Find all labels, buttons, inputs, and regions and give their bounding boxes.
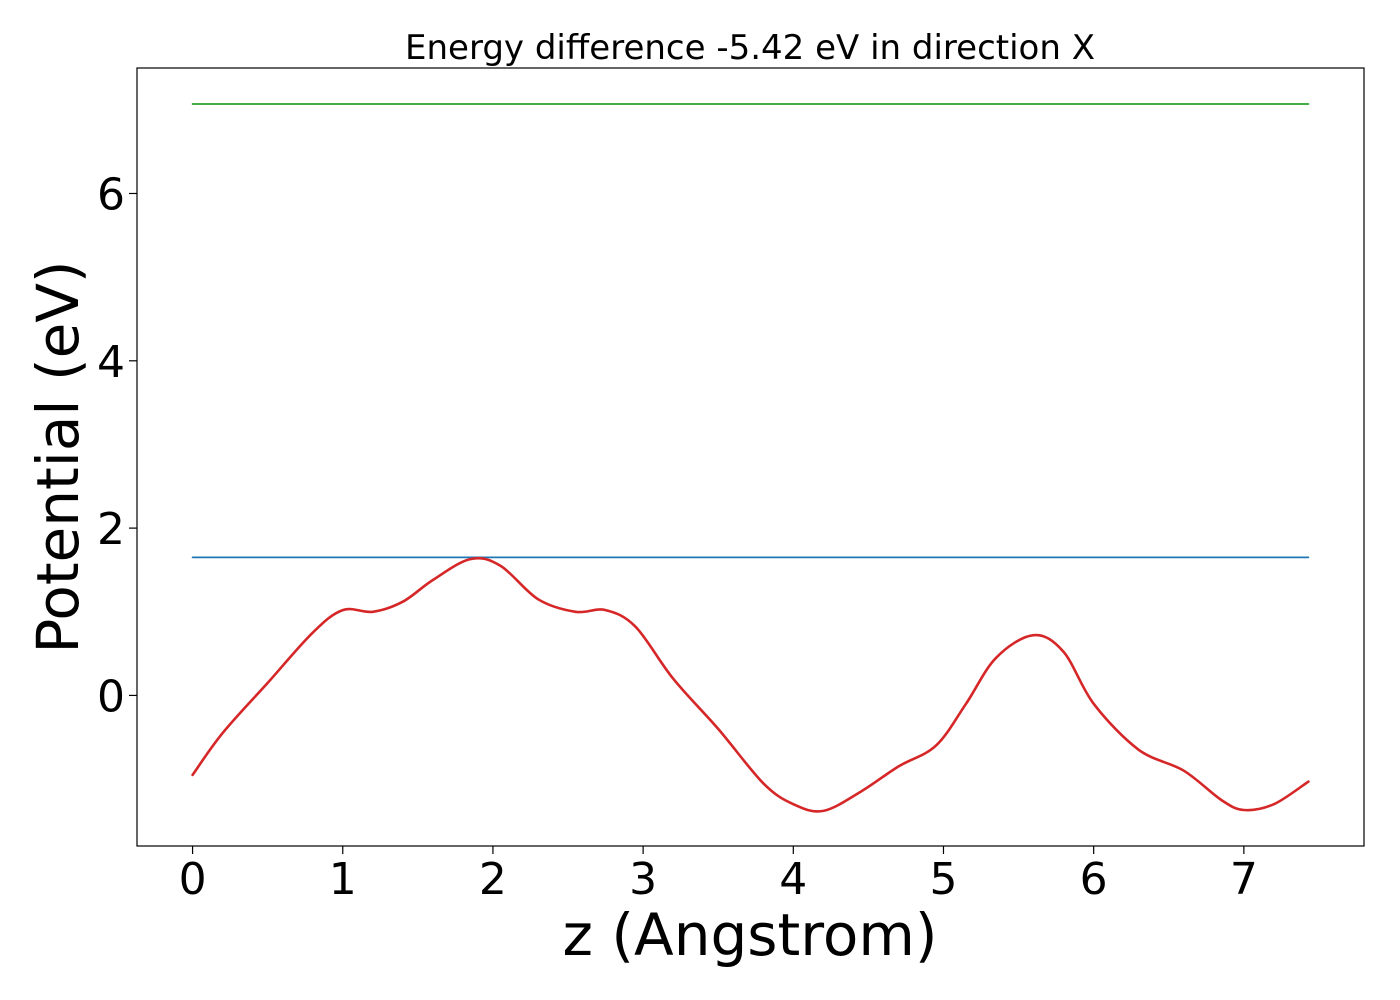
x-tick-label: 0 <box>179 854 207 905</box>
x-axis: 0 1 2 3 4 5 6 7 <box>179 846 1258 905</box>
y-tick-label: 4 <box>97 337 125 388</box>
y-tick-label: 2 <box>97 504 125 555</box>
x-axis-label: z (Angstrom) <box>563 901 938 969</box>
potential-curve <box>191 556 1310 813</box>
x-tick-label: 4 <box>779 854 807 905</box>
x-tick-label: 5 <box>929 854 957 905</box>
y-tick-label: 0 <box>97 671 125 722</box>
y-tick-label: 6 <box>97 169 125 220</box>
x-tick-label: 2 <box>479 854 507 905</box>
x-tick-label: 7 <box>1230 854 1258 905</box>
chart-title: Energy difference -5.42 eV in direction … <box>405 28 1095 68</box>
series-layer <box>191 103 1310 813</box>
y-axis-label: Potential (eV) <box>24 260 92 653</box>
x-tick-label: 6 <box>1080 854 1108 905</box>
x-tick-label: 3 <box>629 854 657 905</box>
y-axis: 0 2 4 6 <box>97 169 137 722</box>
plot-area-frame <box>136 67 1365 847</box>
x-tick-label: 1 <box>329 854 357 905</box>
